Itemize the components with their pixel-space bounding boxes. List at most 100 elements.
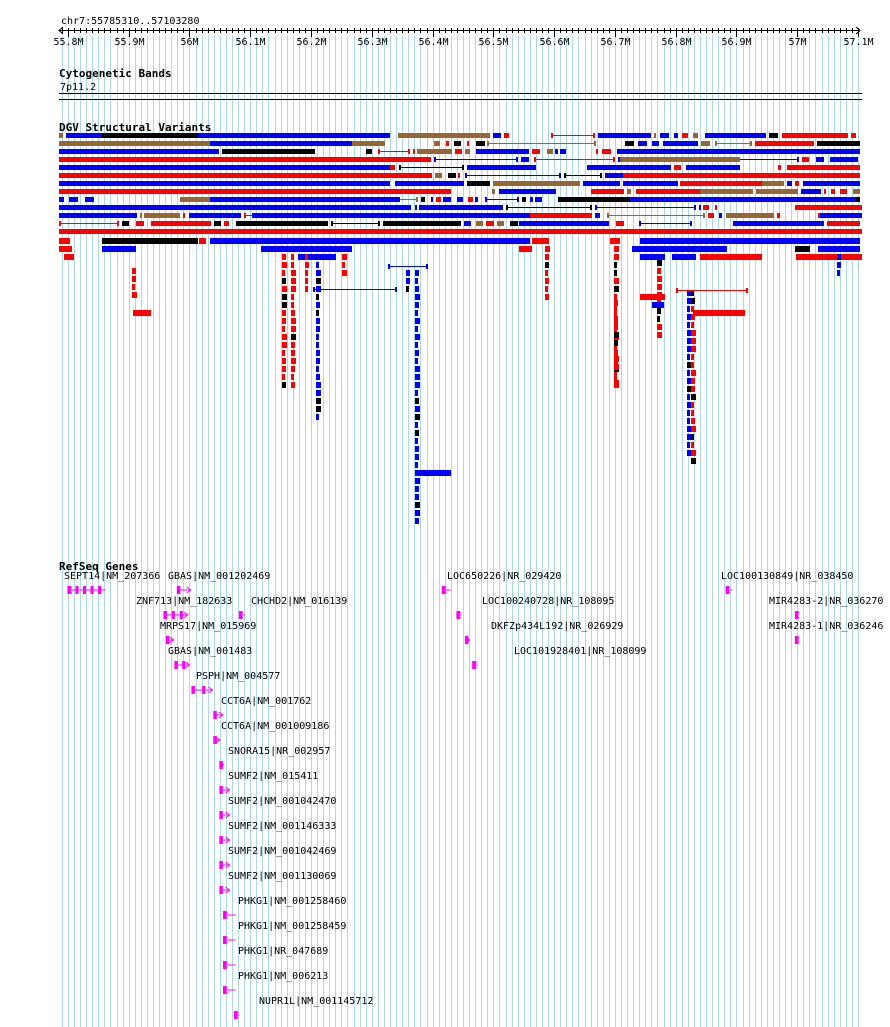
sv-feature bbox=[475, 197, 478, 202]
strand-plus-arrow-icon bbox=[169, 636, 175, 644]
sv-feature bbox=[102, 133, 198, 138]
sv-feature bbox=[614, 372, 617, 378]
sv-feature bbox=[85, 197, 94, 202]
sv-feature bbox=[674, 165, 681, 170]
dgv-track-title: DGV Structural Variants bbox=[59, 121, 211, 134]
sv-feature bbox=[583, 181, 620, 186]
sv-feature bbox=[777, 213, 780, 218]
gene-exon bbox=[456, 611, 460, 619]
sv-feature bbox=[282, 270, 285, 276]
tick-label: 55.9M bbox=[114, 37, 144, 48]
gene-label: SUMF2|NM_015411 bbox=[228, 771, 318, 782]
sv-feature bbox=[282, 366, 286, 372]
sv-feature bbox=[395, 181, 464, 186]
gene-label: CHCHD2|NM_016139 bbox=[251, 596, 347, 607]
sv-feature bbox=[691, 418, 695, 424]
sv-feature bbox=[657, 276, 662, 282]
sv-feature bbox=[691, 410, 694, 416]
sv-feature bbox=[614, 262, 617, 268]
sv-feature bbox=[657, 332, 662, 338]
sv-feature bbox=[686, 165, 691, 170]
sv-feature bbox=[693, 310, 745, 316]
sv-feature bbox=[657, 324, 662, 330]
tick-label: 56.4M bbox=[418, 37, 448, 48]
sv-feature bbox=[357, 189, 451, 194]
sv-feature bbox=[378, 221, 380, 226]
sv-feature bbox=[690, 165, 740, 170]
sv-feature bbox=[680, 181, 762, 186]
sv-feature bbox=[687, 330, 691, 336]
sv-feature bbox=[691, 314, 695, 320]
sv-feature bbox=[415, 342, 418, 348]
sv-feature bbox=[416, 197, 418, 202]
sv-feature bbox=[614, 316, 618, 322]
sv-feature bbox=[316, 262, 319, 268]
sv-feature bbox=[614, 364, 619, 370]
sv-feature bbox=[523, 213, 592, 218]
gene-label: SUMF2|NM_001042470 bbox=[228, 796, 336, 807]
sv-feature bbox=[837, 254, 841, 260]
sv-feature bbox=[831, 189, 835, 194]
sv-feature bbox=[691, 394, 696, 400]
sv-feature bbox=[291, 294, 294, 300]
sv-feature bbox=[795, 181, 799, 186]
sv-feature bbox=[476, 221, 483, 226]
sv-feature bbox=[691, 434, 694, 440]
sv-feature bbox=[663, 141, 698, 146]
sv-feature bbox=[640, 254, 665, 260]
gene-exon bbox=[179, 611, 183, 619]
sv-feature bbox=[282, 326, 285, 332]
sv-feature bbox=[282, 262, 287, 268]
sv-feature bbox=[406, 270, 410, 276]
gene-label: PSPH|NM_004577 bbox=[196, 671, 280, 682]
sv-feature bbox=[687, 410, 690, 416]
sv-feature bbox=[802, 157, 809, 162]
sv-feature bbox=[59, 229, 61, 234]
sv-feature bbox=[687, 378, 692, 384]
sv-feature bbox=[756, 189, 798, 194]
sv-feature bbox=[291, 254, 294, 260]
sv-feature bbox=[719, 213, 722, 218]
strand-plus-arrow-icon bbox=[225, 836, 231, 844]
sv-feature bbox=[499, 189, 556, 194]
sv-feature bbox=[594, 141, 596, 146]
sv-feature bbox=[687, 442, 690, 448]
tick-label: 56.1M bbox=[235, 37, 265, 48]
sv-feature bbox=[614, 254, 619, 260]
sv-feature bbox=[614, 286, 619, 292]
sv-feature bbox=[59, 205, 410, 210]
sv-feature bbox=[691, 290, 694, 296]
sv-feature bbox=[316, 358, 320, 364]
sv-feature bbox=[837, 238, 842, 244]
sv-feature bbox=[803, 181, 860, 186]
gene-label: CCT6A|NM_001762 bbox=[221, 696, 311, 707]
sv-feature bbox=[787, 165, 860, 170]
sv-feature bbox=[545, 246, 550, 252]
sv-feature bbox=[291, 374, 294, 380]
sv-feature bbox=[534, 157, 536, 162]
cytobands-track-title: Cytogenetic Bands bbox=[59, 67, 172, 80]
sv-feature bbox=[530, 197, 533, 202]
gene-exon bbox=[239, 611, 243, 619]
sv-feature bbox=[252, 213, 530, 218]
sv-feature bbox=[587, 165, 671, 170]
sv-feature bbox=[687, 402, 691, 408]
sv-feature bbox=[672, 254, 696, 260]
sv-feature bbox=[282, 294, 287, 300]
sv-feature bbox=[151, 221, 211, 226]
sv-feature bbox=[415, 414, 420, 420]
strand-plus-arrow-icon bbox=[465, 636, 471, 644]
cytoband-track bbox=[59, 93, 862, 100]
gene-exon bbox=[465, 636, 469, 644]
sv-feature bbox=[431, 197, 433, 202]
gene-exon bbox=[182, 661, 186, 669]
sv-feature bbox=[830, 157, 858, 162]
sv-feature bbox=[532, 149, 540, 154]
gene-exon bbox=[163, 611, 167, 619]
strand-plus-arrow-icon bbox=[225, 811, 231, 819]
sv-feature bbox=[700, 254, 762, 260]
sv-feature bbox=[59, 181, 390, 186]
sv-feature bbox=[545, 286, 548, 292]
sv-feature bbox=[818, 213, 820, 218]
sv-feature bbox=[316, 270, 321, 276]
